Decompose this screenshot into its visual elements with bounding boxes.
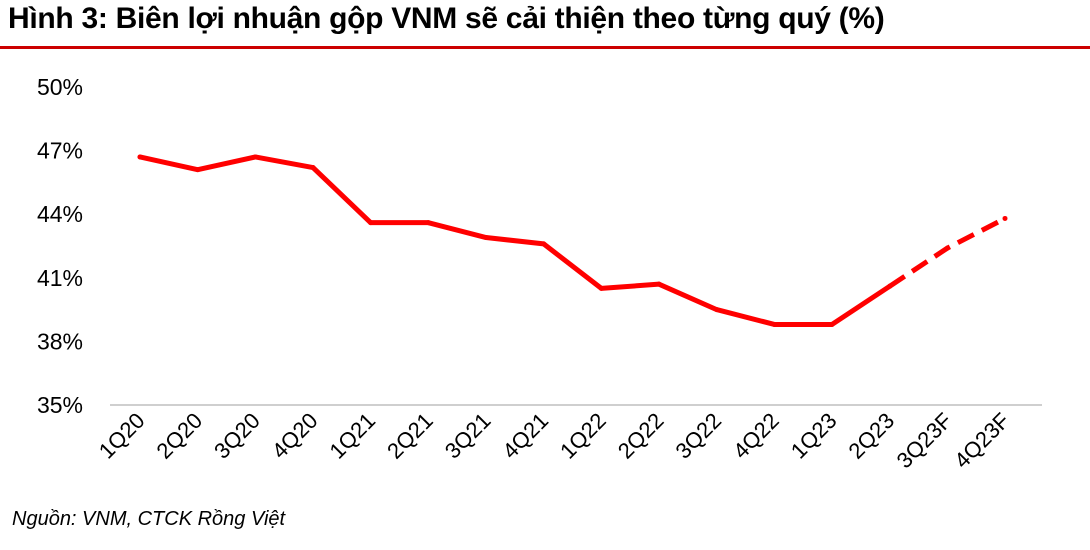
chart-title: Hình 3: Biên lợi nhuận gộp VNM sẽ cải th… — [8, 2, 885, 35]
data-point — [195, 167, 201, 173]
data-point — [252, 154, 258, 160]
data-point — [829, 321, 835, 327]
x-tick-label: 2Q21 — [382, 408, 438, 464]
data-point — [483, 235, 489, 241]
data-point — [137, 154, 143, 160]
y-tick-label: 35% — [37, 392, 83, 418]
x-tick-label: 4Q21 — [497, 408, 553, 464]
x-tick-label: 1Q20 — [94, 408, 150, 464]
x-tick-label: 1Q23 — [786, 408, 842, 464]
series-line-actual — [137, 154, 893, 327]
y-tick-label: 44% — [37, 201, 83, 227]
y-tick-label: 41% — [37, 265, 83, 291]
series-line-forecast — [888, 216, 1007, 289]
x-tick-label: 2Q20 — [151, 408, 207, 464]
x-tick-label: 3Q20 — [209, 408, 265, 464]
data-point — [310, 165, 316, 171]
data-point — [598, 285, 604, 291]
data-point — [425, 220, 431, 226]
x-tick-label: 1Q21 — [324, 408, 380, 464]
x-tick-label: 3Q22 — [670, 408, 726, 464]
x-tick-label: 1Q22 — [555, 408, 611, 464]
y-tick-label: 38% — [37, 328, 83, 354]
y-tick-label: 50% — [37, 74, 83, 100]
x-tick-label: 4Q20 — [267, 408, 323, 464]
data-point — [656, 281, 662, 287]
x-axis: 1Q20 2Q20 3Q20 4Q20 1Q21 2Q21 3Q21 4Q21 1Q22 2Q22… — [94, 404, 1042, 473]
data-point — [887, 283, 893, 289]
y-axis: 35% 38% 41% 44% 47% 50% — [37, 74, 83, 418]
series-lines — [137, 154, 1008, 327]
x-tick-label: 2Q22 — [613, 408, 669, 464]
x-tick-label: 4Q22 — [728, 408, 784, 464]
data-point — [771, 321, 777, 327]
data-point — [368, 220, 374, 226]
x-tick-label: 3Q23F — [892, 408, 957, 473]
data-point — [714, 307, 720, 313]
data-point — [1002, 215, 1008, 221]
title-rule — [0, 46, 1090, 49]
data-point — [944, 245, 950, 251]
x-tick-label: 3Q21 — [440, 408, 496, 464]
x-tick-label: 4Q23F — [949, 408, 1014, 473]
source-note: Nguồn: VNM, CTCK Rồng Việt — [12, 508, 286, 530]
y-tick-label: 47% — [37, 138, 83, 164]
data-point — [541, 241, 547, 247]
